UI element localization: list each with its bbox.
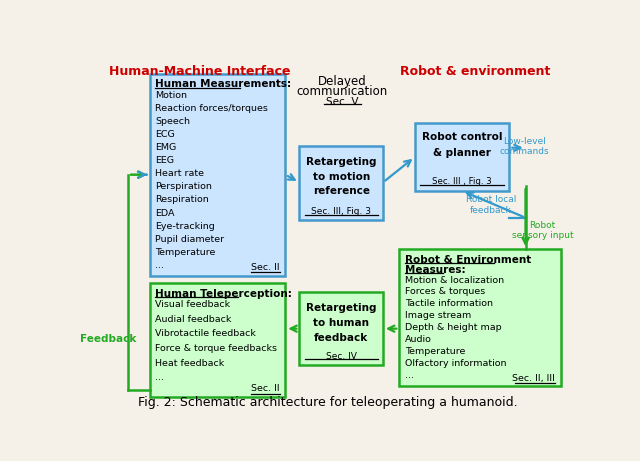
Text: Temperature: Temperature: [404, 347, 465, 356]
Text: ...: ...: [404, 371, 413, 380]
Text: Visual feedback: Visual feedback: [155, 300, 230, 309]
Text: Sec. II: Sec. II: [252, 263, 280, 272]
Text: Pupil diameter: Pupil diameter: [155, 235, 224, 244]
Text: Motion: Motion: [155, 91, 187, 100]
Text: Robot local
feedback: Robot local feedback: [465, 195, 516, 215]
Text: Temperature: Temperature: [155, 248, 216, 257]
Text: Heart rate: Heart rate: [155, 169, 204, 178]
Bar: [300, 292, 383, 365]
Text: Human-Machine Interface: Human-Machine Interface: [109, 65, 291, 78]
Text: EEG: EEG: [155, 156, 174, 165]
Text: to human: to human: [313, 318, 369, 328]
Text: ECG: ECG: [155, 130, 175, 139]
Text: Heat feedback: Heat feedback: [155, 359, 225, 368]
Text: Olfactory information: Olfactory information: [404, 359, 506, 368]
Text: Measures:: Measures:: [404, 265, 465, 275]
Text: Reaction forces/torques: Reaction forces/torques: [155, 104, 268, 113]
Text: & planner: & planner: [433, 148, 491, 158]
Text: Perspiration: Perspiration: [155, 183, 212, 191]
Text: communication: communication: [296, 84, 388, 98]
Text: Robot
sensory input: Robot sensory input: [512, 221, 573, 240]
Text: Force & torque feedbacks: Force & torque feedbacks: [155, 344, 277, 353]
Bar: [150, 74, 285, 276]
Text: Sec. III , Fig. 3: Sec. III , Fig. 3: [432, 177, 492, 186]
Text: Human Measurements:: Human Measurements:: [155, 79, 291, 89]
Text: Human Teleperception:: Human Teleperception:: [155, 289, 292, 299]
Text: Sec. II, III: Sec. II, III: [512, 373, 555, 383]
Text: Audio: Audio: [404, 335, 431, 344]
Text: Motion & localization: Motion & localization: [404, 276, 504, 284]
Text: Vibrotactile feedback: Vibrotactile feedback: [155, 330, 256, 338]
Text: Audial feedback: Audial feedback: [155, 315, 232, 324]
Text: Speech: Speech: [155, 117, 190, 126]
Text: EDA: EDA: [155, 208, 175, 218]
Text: Image stream: Image stream: [404, 311, 471, 320]
Text: Robot & Environment: Robot & Environment: [404, 255, 531, 265]
Text: Retargeting: Retargeting: [306, 303, 376, 313]
Text: ...: ...: [155, 261, 164, 270]
Text: Feedback: Feedback: [81, 334, 137, 344]
Text: Forces & torques: Forces & torques: [404, 288, 485, 296]
Bar: [150, 283, 285, 397]
Text: Eye-tracking: Eye-tracking: [155, 222, 215, 230]
Text: Low-level
commands: Low-level commands: [499, 137, 549, 156]
Text: Respiration: Respiration: [155, 195, 209, 205]
Text: Tactile information: Tactile information: [404, 299, 493, 308]
Text: to motion: to motion: [312, 171, 370, 182]
Text: Retargeting: Retargeting: [306, 157, 376, 167]
Text: Fig. 2: Schematic architecture for teleoperating a humanoid.: Fig. 2: Schematic architecture for teleo…: [138, 396, 518, 408]
Text: Sec. III, Fig. 3: Sec. III, Fig. 3: [311, 207, 371, 216]
Text: EMG: EMG: [155, 143, 177, 152]
Text: Robot & environment: Robot & environment: [400, 65, 550, 78]
Bar: [300, 146, 383, 220]
Text: Sec. II: Sec. II: [252, 384, 280, 393]
Text: Sec. IV: Sec. IV: [326, 352, 356, 361]
Text: Depth & height map: Depth & height map: [404, 323, 501, 332]
Text: reference: reference: [313, 186, 370, 196]
Text: ...: ...: [155, 373, 164, 382]
Text: Sec. V: Sec. V: [326, 97, 358, 107]
Text: Robot control: Robot control: [422, 132, 502, 142]
Bar: [399, 249, 561, 386]
Text: Delayed: Delayed: [317, 75, 366, 89]
Bar: [415, 123, 509, 191]
Text: feedback: feedback: [314, 332, 368, 343]
